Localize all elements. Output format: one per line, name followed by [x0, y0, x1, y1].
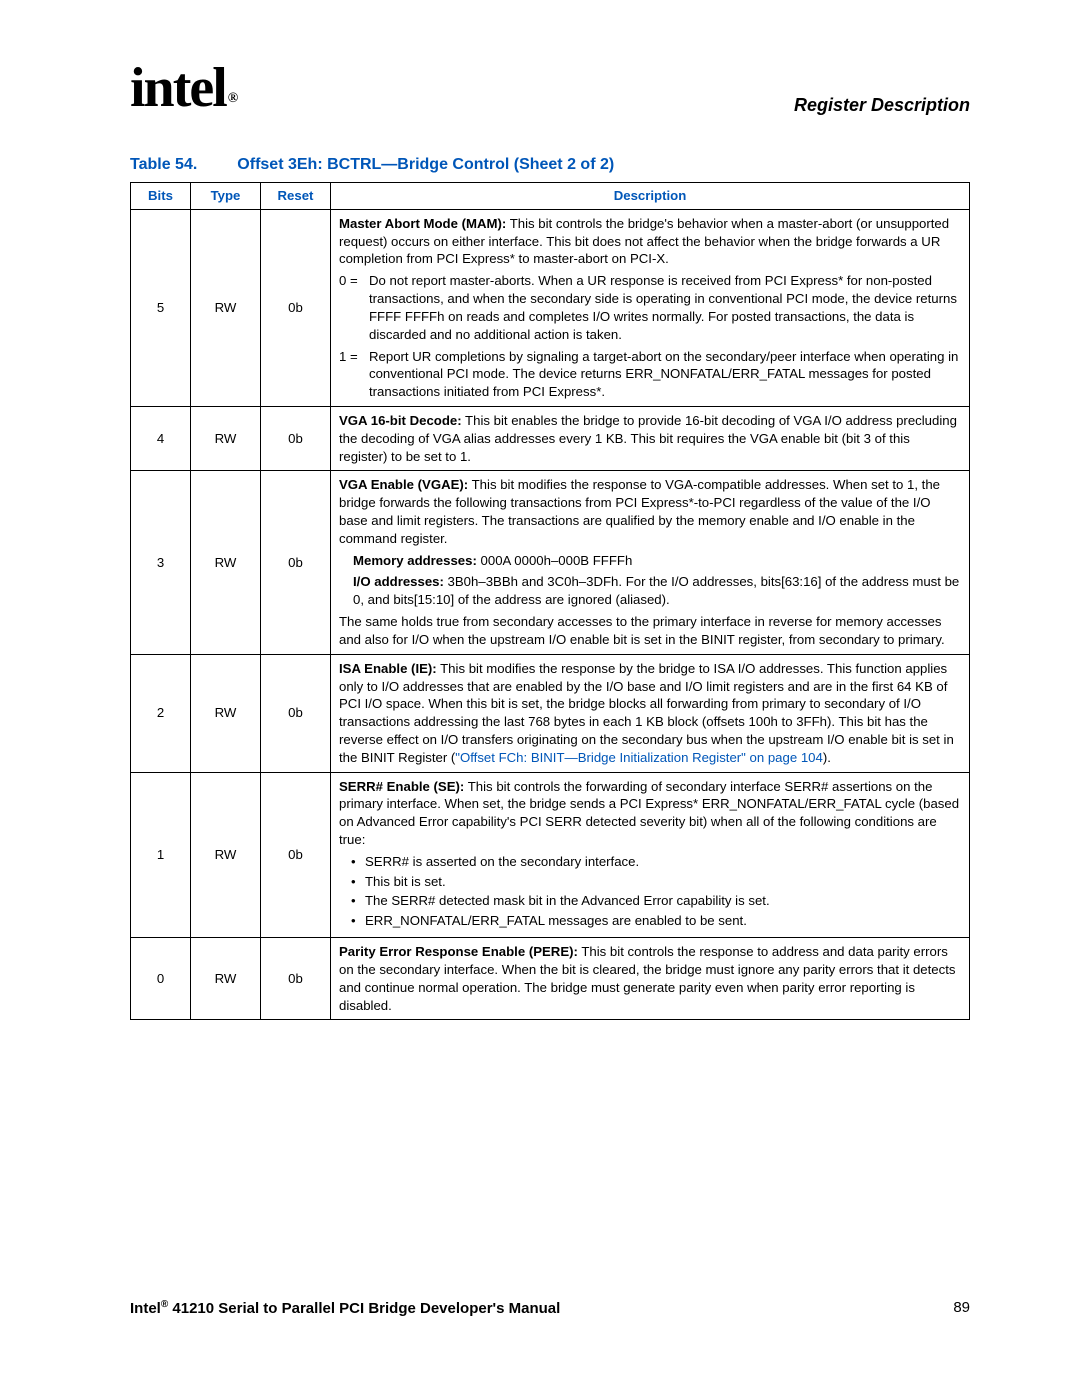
register-table: Bits Type Reset Description 5 RW 0b Mast… — [130, 182, 970, 1020]
cell-type: RW — [191, 209, 261, 406]
col-type: Type — [191, 183, 261, 210]
mem-label: Memory addresses: — [353, 553, 477, 568]
field-name: VGA Enable (VGAE): — [339, 477, 468, 492]
table-row: 4 RW 0b VGA 16-bit Decode: This bit enab… — [131, 406, 970, 470]
cross-ref-link[interactable]: "Offset FCh: BINIT—Bridge Initialization… — [455, 750, 823, 765]
cell-bits: 0 — [131, 938, 191, 1020]
logo-text: intel — [130, 57, 226, 119]
io-text: 3B0h–3BBh and 3C0h–3DFh. For the I/O add… — [353, 574, 959, 607]
cell-description: ISA Enable (IE): This bit modifies the r… — [331, 654, 970, 772]
cell-reset: 0b — [261, 209, 331, 406]
cell-type: RW — [191, 938, 261, 1020]
list-item: The SERR# detected mask bit in the Advan… — [351, 892, 961, 910]
mem-text: 000A 0000h–000B FFFFh — [477, 553, 632, 568]
opt-val: Do not report master-aborts. When a UR r… — [369, 272, 961, 343]
opt-key: 0 = — [339, 272, 369, 343]
field-tail: The same holds true from secondary acces… — [339, 613, 961, 649]
list-item: ERR_NONFATAL/ERR_FATAL messages are enab… — [351, 912, 961, 930]
cell-bits: 2 — [131, 654, 191, 772]
list-item: SERR# is asserted on the secondary inter… — [351, 853, 961, 871]
cell-bits: 5 — [131, 209, 191, 406]
field-name: Parity Error Response Enable (PERE): — [339, 944, 578, 959]
section-heading: Register Description — [794, 95, 970, 116]
table-row: 3 RW 0b VGA Enable (VGAE): This bit modi… — [131, 471, 970, 654]
field-name: Master Abort Mode (MAM): — [339, 216, 506, 231]
cell-type: RW — [191, 654, 261, 772]
list-item: This bit is set. — [351, 873, 961, 891]
table-row: 0 RW 0b Parity Error Response Enable (PE… — [131, 938, 970, 1020]
footer-product: 41210 Serial to Parallel PCI Bridge Deve… — [168, 1300, 560, 1317]
col-description: Description — [331, 183, 970, 210]
cell-description: VGA 16-bit Decode: This bit enables the … — [331, 406, 970, 470]
cell-description: SERR# Enable (SE): This bit controls the… — [331, 772, 970, 938]
page-footer: Intel® 41210 Serial to Parallel PCI Brid… — [130, 1299, 970, 1317]
intel-logo: intel® — [130, 60, 234, 116]
cell-type: RW — [191, 406, 261, 470]
cell-description: Parity Error Response Enable (PERE): Thi… — [331, 938, 970, 1020]
table-caption: Table 54. Offset 3Eh: BCTRL—Bridge Contro… — [130, 156, 970, 174]
registered-mark: ® — [228, 91, 236, 106]
col-reset: Reset — [261, 183, 331, 210]
col-bits: Bits — [131, 183, 191, 210]
table-number: Table 54. — [130, 156, 197, 173]
cell-bits: 4 — [131, 406, 191, 470]
cell-reset: 0b — [261, 471, 331, 654]
footer-brand: Intel — [130, 1300, 161, 1317]
field-name: SERR# Enable (SE): — [339, 779, 464, 794]
page-number: 89 — [953, 1299, 970, 1317]
opt-key: 1 = — [339, 348, 369, 401]
cell-reset: 0b — [261, 654, 331, 772]
cell-bits: 3 — [131, 471, 191, 654]
table-title: Offset 3Eh: BCTRL—Bridge Control (Sheet … — [237, 156, 614, 173]
footer-title: Intel® 41210 Serial to Parallel PCI Brid… — [130, 1299, 560, 1317]
cell-description: Master Abort Mode (MAM): This bit contro… — [331, 209, 970, 406]
field-after-link: ). — [823, 750, 831, 765]
table-row: 5 RW 0b Master Abort Mode (MAM): This bi… — [131, 209, 970, 406]
cell-type: RW — [191, 471, 261, 654]
field-name: VGA 16-bit Decode: — [339, 413, 462, 428]
cell-reset: 0b — [261, 406, 331, 470]
cell-reset: 0b — [261, 938, 331, 1020]
table-row: 1 RW 0b SERR# Enable (SE): This bit cont… — [131, 772, 970, 938]
cell-bits: 1 — [131, 772, 191, 938]
cell-reset: 0b — [261, 772, 331, 938]
cell-type: RW — [191, 772, 261, 938]
io-label: I/O addresses: — [353, 574, 444, 589]
cell-description: VGA Enable (VGAE): This bit modifies the… — [331, 471, 970, 654]
table-row: 2 RW 0b ISA Enable (IE): This bit modifi… — [131, 654, 970, 772]
opt-val: Report UR completions by signaling a tar… — [369, 348, 961, 401]
field-name: ISA Enable (IE): — [339, 661, 437, 676]
